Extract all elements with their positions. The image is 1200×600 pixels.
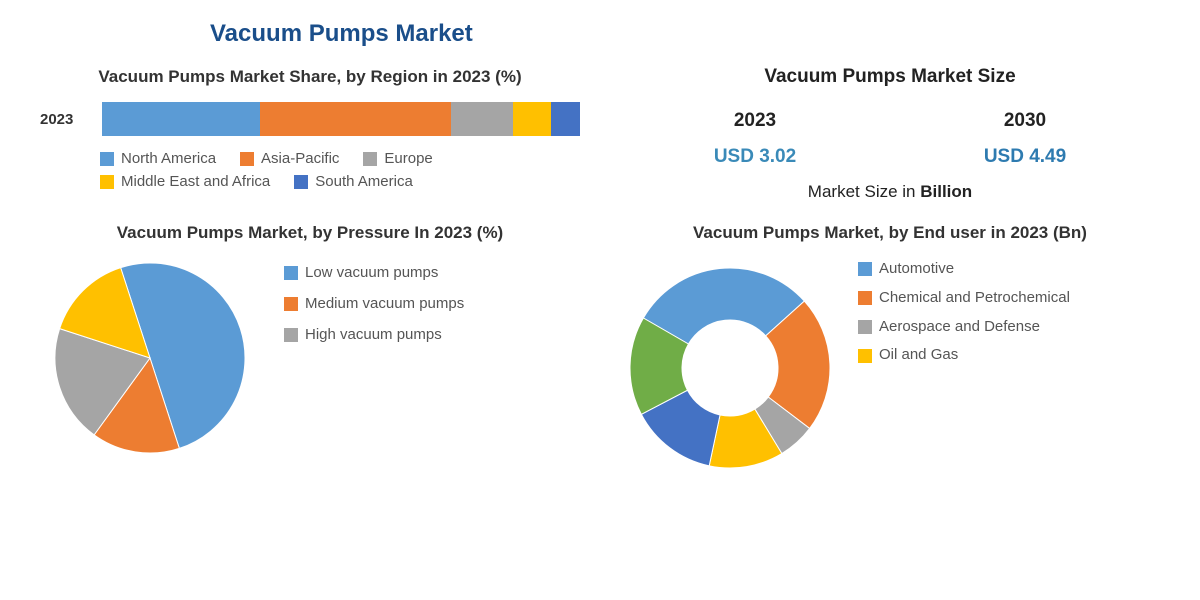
legend-label: Automotive	[879, 260, 954, 279]
market-size-val-1: USD 4.49	[984, 146, 1066, 168]
region-bar-label: 2023	[40, 111, 86, 128]
legend-swatch	[100, 152, 114, 166]
region-legend-item-2: Europe	[363, 150, 432, 167]
legend-swatch	[858, 320, 872, 334]
legend-label: North America	[121, 150, 216, 167]
market-size-caption: Market Size in Billion	[620, 182, 1160, 202]
pressure-legend: Low vacuum pumps Medium vacuum pumps High …	[284, 264, 464, 343]
legend-label: Asia-Pacific	[261, 150, 339, 167]
page-title: Vacuum Pumps Market	[210, 20, 1160, 48]
enduser-legend-item-2: Aerospace and Defense	[858, 318, 1070, 337]
region-seg-3	[513, 102, 551, 136]
legend-swatch	[284, 266, 298, 280]
enduser-legend-item-0: Automotive	[858, 260, 1070, 279]
legend-swatch	[284, 297, 298, 311]
legend-label: Aerospace and Defense	[879, 318, 1040, 337]
region-chart: Vacuum Pumps Market Share, by Region in …	[40, 66, 580, 202]
region-legend-item-0: North America	[100, 150, 216, 167]
market-size-values: USD 3.02 USD 4.49	[620, 146, 1160, 168]
legend-label: High vacuum pumps	[305, 326, 442, 343]
region-seg-4	[551, 102, 580, 136]
enduser-legend-item-3: Oil and Gas	[858, 346, 1070, 365]
market-size-caption-prefix: Market Size in	[808, 182, 920, 201]
pressure-chart-title: Vacuum Pumps Market, by Pressure In 2023…	[40, 222, 580, 244]
legend-swatch	[363, 152, 377, 166]
market-size-caption-bold: Billion	[920, 182, 972, 201]
market-size-panel: Vacuum Pumps Market Size 2023 2030 USD 3…	[620, 66, 1160, 202]
enduser-donut-svg	[620, 258, 840, 478]
legend-label: Low vacuum pumps	[305, 264, 438, 281]
legend-label: Medium vacuum pumps	[305, 295, 464, 312]
enduser-chart: Vacuum Pumps Market, by End user in 2023…	[620, 222, 1160, 478]
legend-label: Europe	[384, 150, 432, 167]
region-seg-0	[102, 102, 260, 136]
pressure-legend-item-0: Low vacuum pumps	[284, 264, 464, 281]
region-legend-item-1: Asia-Pacific	[240, 150, 339, 167]
region-legend-item-4: South America	[294, 173, 413, 190]
market-size-years: 2023 2030	[620, 110, 1160, 132]
legend-label: Chemical and Petrochemical	[879, 289, 1070, 308]
enduser-legend-item-1: Chemical and Petrochemical	[858, 289, 1070, 308]
region-legend: North America Asia-Pacific Europe Middle Ea…	[100, 150, 580, 190]
region-chart-title: Vacuum Pumps Market Share, by Region in …	[40, 66, 580, 88]
legend-swatch	[100, 175, 114, 189]
legend-swatch	[284, 328, 298, 342]
region-bar-row: 2023	[40, 102, 580, 136]
pressure-chart: Vacuum Pumps Market, by Pressure In 2023…	[40, 222, 580, 478]
market-size-year-0: 2023	[734, 110, 776, 132]
enduser-chart-title: Vacuum Pumps Market, by End user in 2023…	[620, 222, 1160, 244]
legend-swatch	[240, 152, 254, 166]
pressure-pie-svg	[40, 258, 260, 458]
market-size-year-1: 2030	[1004, 110, 1046, 132]
charts-grid: Vacuum Pumps Market Share, by Region in …	[40, 66, 1160, 478]
region-legend-item-3: Middle East and Africa	[100, 173, 270, 190]
region-stacked-bar	[102, 102, 580, 136]
enduser-legend: Automotive Chemical and Petrochemical Aero…	[858, 260, 1070, 365]
legend-label: Oil and Gas	[879, 346, 958, 365]
legend-label: Middle East and Africa	[121, 173, 270, 190]
region-seg-2	[451, 102, 513, 136]
market-size-val-0: USD 3.02	[714, 146, 796, 168]
pressure-legend-item-1: Medium vacuum pumps	[284, 295, 464, 312]
pressure-legend-item-2: High vacuum pumps	[284, 326, 464, 343]
legend-swatch	[858, 291, 872, 305]
legend-swatch	[294, 175, 308, 189]
market-size-title: Vacuum Pumps Market Size	[620, 66, 1160, 88]
region-seg-1	[260, 102, 451, 136]
legend-swatch	[858, 349, 872, 363]
legend-label: South America	[315, 173, 413, 190]
legend-swatch	[858, 262, 872, 276]
